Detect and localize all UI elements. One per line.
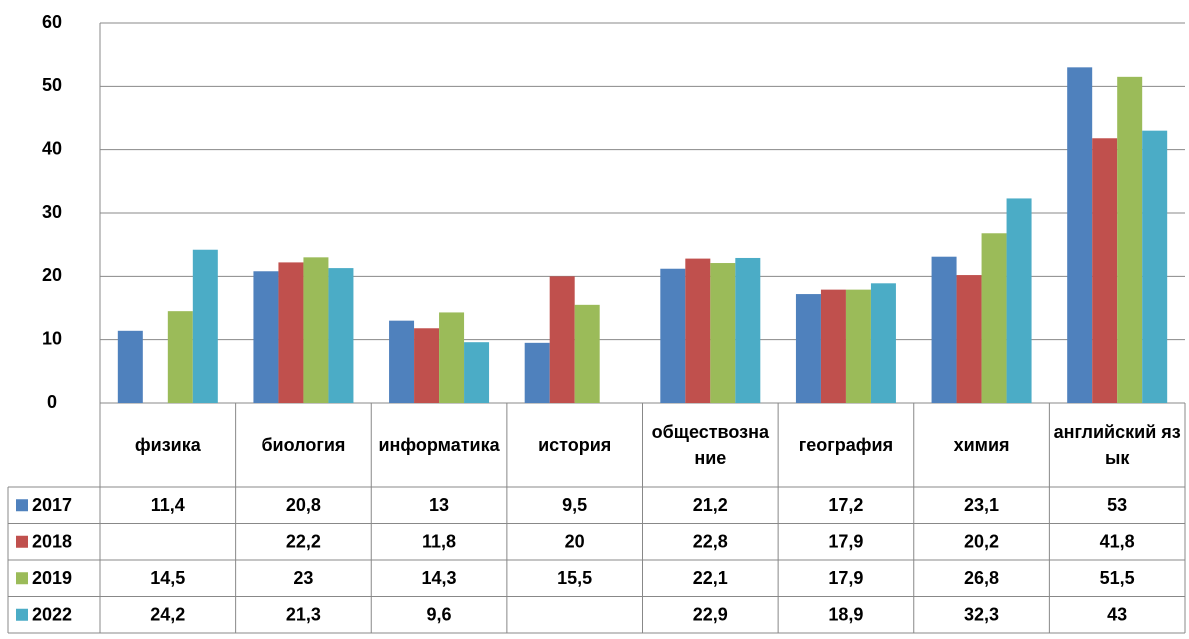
y-tick-label: 50 — [42, 75, 62, 95]
table-value: 15,5 — [557, 568, 592, 588]
x-tick-label: обществознание — [651, 422, 769, 468]
bar — [574, 304, 600, 403]
table-value: 23 — [293, 568, 313, 588]
table-value: 11,4 — [151, 495, 185, 515]
table-value: 20 — [565, 532, 585, 552]
x-tick-label: физика — [134, 435, 201, 455]
bar — [660, 268, 686, 403]
bar — [795, 294, 821, 403]
bar — [981, 233, 1007, 403]
table-value: 20,2 — [964, 532, 999, 552]
y-tick-label: 40 — [42, 138, 62, 158]
table-value: 26,8 — [964, 568, 999, 588]
x-tick-label: информатика — [378, 435, 500, 455]
table-value: 21,3 — [286, 605, 321, 625]
bar — [956, 275, 982, 403]
bar — [1117, 76, 1143, 403]
table-value: 51,5 — [1100, 568, 1135, 588]
bar — [1067, 67, 1093, 403]
legend-label: 2017 — [32, 495, 72, 515]
legend-label: 2019 — [32, 568, 72, 588]
table-value: 22,9 — [693, 605, 728, 625]
legend-swatch — [16, 572, 28, 585]
bar — [685, 258, 711, 403]
bar — [735, 257, 761, 403]
table-value: 53 — [1107, 495, 1127, 515]
bar — [439, 312, 465, 403]
bar — [328, 268, 354, 403]
bar — [1142, 130, 1168, 403]
bar — [192, 249, 218, 403]
x-tick-label: английский язык — [1053, 422, 1181, 468]
table-value: 21,2 — [693, 495, 728, 515]
x-tick-label: география — [798, 435, 894, 455]
table-value: 20,8 — [286, 495, 321, 515]
bar — [1006, 198, 1032, 403]
bar — [117, 330, 143, 403]
bar — [845, 289, 871, 403]
bar — [389, 320, 415, 403]
table-value: 41,8 — [1100, 532, 1135, 552]
bar — [1092, 138, 1118, 403]
bar — [278, 262, 304, 403]
bar — [820, 289, 846, 403]
table-value: 17,2 — [828, 495, 863, 515]
legend-swatch — [16, 499, 28, 512]
bar — [870, 283, 896, 403]
y-tick-label: 60 — [42, 12, 62, 32]
legend-swatch — [16, 608, 28, 621]
x-tick-label: химия — [953, 435, 1010, 455]
table-value: 17,9 — [828, 568, 863, 588]
legend-label: 2022 — [32, 605, 72, 625]
table-value: 14,5 — [150, 568, 185, 588]
y-tick-label: 30 — [42, 202, 62, 222]
y-tick-label: 20 — [42, 265, 62, 285]
table-value: 43 — [1107, 605, 1127, 625]
table-value: 14,3 — [422, 568, 457, 588]
bar — [710, 263, 736, 403]
table-value: 9,6 — [427, 605, 452, 625]
legend-label: 2018 — [32, 532, 72, 552]
x-tick-label: биология — [261, 435, 346, 455]
bar — [464, 342, 490, 403]
y-tick-label: 0 — [47, 392, 57, 412]
table-value: 22,2 — [286, 532, 321, 552]
bar — [167, 311, 193, 403]
table-value: 24,2 — [150, 605, 185, 625]
legend-swatch — [16, 535, 28, 548]
bar — [414, 328, 440, 403]
bar — [253, 271, 279, 403]
table-value: 22,8 — [693, 532, 728, 552]
table-value: 9,5 — [562, 495, 587, 515]
x-tick-label: история — [538, 435, 612, 455]
table-value: 32,3 — [964, 605, 999, 625]
table-value: 13 — [429, 495, 449, 515]
table-value: 11,8 — [422, 532, 456, 552]
table-value: 22,1 — [693, 568, 728, 588]
y-tick-label: 10 — [42, 328, 62, 348]
bar — [931, 256, 957, 403]
bar — [549, 276, 575, 403]
table-value: 18,9 — [828, 605, 863, 625]
bar — [303, 257, 329, 403]
table-value: 23,1 — [964, 495, 999, 515]
table-value: 17,9 — [828, 532, 863, 552]
bar — [524, 342, 550, 403]
